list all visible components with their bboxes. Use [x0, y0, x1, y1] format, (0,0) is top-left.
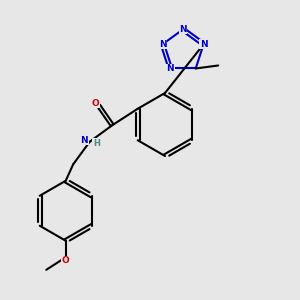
- Text: O: O: [62, 256, 70, 265]
- Text: H: H: [93, 139, 100, 148]
- Text: N: N: [167, 64, 174, 73]
- Text: N: N: [200, 40, 207, 49]
- Text: N: N: [179, 25, 187, 34]
- Text: N: N: [159, 40, 166, 49]
- Text: N: N: [80, 136, 88, 145]
- Text: O: O: [92, 99, 100, 108]
